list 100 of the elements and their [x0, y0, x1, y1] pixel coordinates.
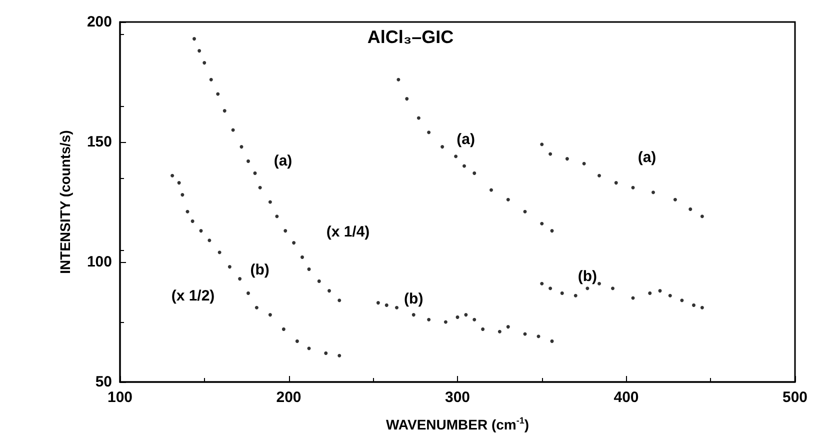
point: [680, 298, 684, 302]
point: [190, 219, 194, 223]
point: [192, 37, 196, 41]
point: [523, 210, 527, 214]
point: [396, 78, 400, 82]
annotation: (x 1/2): [171, 288, 215, 304]
x-tick-label: 400: [614, 389, 639, 406]
point: [328, 289, 331, 293]
point: [170, 174, 174, 178]
point: [540, 282, 544, 286]
point: [208, 238, 212, 242]
point: [395, 306, 398, 310]
point: [550, 339, 554, 343]
point: [688, 207, 692, 211]
point: [338, 298, 342, 302]
point: [295, 339, 299, 343]
point: [427, 318, 431, 322]
point: [598, 174, 601, 178]
point: [454, 154, 458, 158]
point: [186, 210, 190, 214]
point: [258, 186, 262, 190]
x-tick-label: 300: [444, 389, 470, 406]
point: [307, 346, 311, 350]
point: [560, 291, 564, 295]
point: [292, 241, 296, 245]
point: [246, 291, 250, 295]
point: [648, 291, 652, 295]
point: [456, 315, 460, 319]
x-tick-label: 200: [276, 389, 302, 406]
point: [614, 181, 618, 185]
point: [700, 214, 704, 218]
series-label: (b): [578, 268, 598, 285]
point: [540, 142, 544, 146]
point: [472, 171, 476, 175]
series-label: (a): [638, 149, 656, 166]
point: [317, 279, 321, 283]
point: [506, 198, 510, 202]
point: [444, 320, 448, 324]
point: [284, 229, 288, 233]
point: [307, 267, 311, 271]
point: [548, 286, 552, 290]
point: [472, 318, 476, 322]
y-tick-label: 200: [86, 14, 112, 30]
point: [384, 303, 388, 307]
point: [216, 92, 220, 96]
point: [246, 159, 250, 163]
point: [586, 286, 590, 290]
point: [240, 145, 244, 149]
point: [536, 334, 540, 338]
point: [338, 354, 342, 358]
series-label: (b): [250, 261, 270, 278]
y-tick-label: 100: [86, 254, 112, 270]
point: [631, 186, 635, 190]
point: [198, 49, 202, 53]
point: [376, 301, 380, 305]
x-tick-label: 100: [107, 389, 133, 406]
y-tick-label: 150: [86, 134, 112, 150]
point: [540, 222, 544, 226]
point: [462, 164, 466, 168]
point: [253, 171, 257, 175]
annotation: (x 1/4): [326, 224, 370, 240]
point: [222, 109, 226, 113]
point: [506, 325, 510, 329]
series-label: (b): [404, 290, 424, 308]
point: [652, 190, 655, 194]
series-label: (a): [456, 130, 475, 148]
point: [228, 265, 232, 269]
point: [405, 97, 409, 101]
point: [275, 214, 279, 218]
y-tick-label: 50: [95, 374, 112, 390]
point: [202, 61, 206, 65]
point: [598, 282, 601, 286]
x-tick-label: 500: [782, 389, 808, 406]
point: [427, 130, 431, 134]
point: [668, 294, 672, 298]
point: [282, 327, 286, 331]
point: [550, 229, 554, 233]
point: [412, 313, 416, 317]
point: [673, 198, 677, 202]
point: [218, 250, 222, 254]
point: [416, 116, 420, 120]
point: [548, 152, 552, 156]
point: [180, 193, 184, 197]
point: [268, 200, 272, 204]
point: [199, 229, 203, 233]
point: [324, 351, 328, 355]
point: [498, 330, 502, 334]
point: [254, 306, 258, 310]
point: [611, 286, 614, 290]
chart-title: AlCl₃–GIC: [367, 27, 454, 47]
point: [582, 162, 586, 166]
point: [490, 188, 493, 192]
y-axis-title: INTENSITY (counts/s): [57, 130, 73, 274]
point: [440, 145, 444, 149]
point: [565, 157, 569, 161]
point: [300, 255, 304, 259]
point: [692, 303, 696, 307]
point: [700, 306, 704, 310]
point: [574, 294, 578, 298]
point: [481, 327, 485, 331]
